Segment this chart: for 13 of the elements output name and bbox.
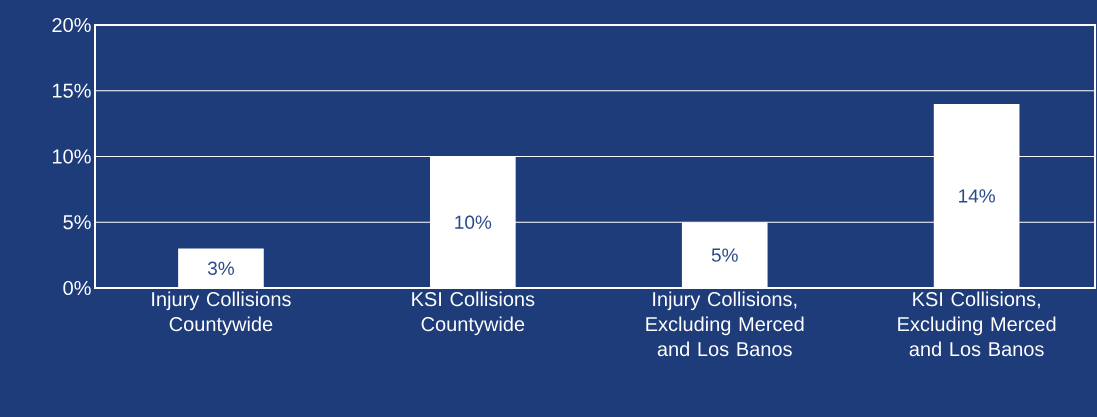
x-tick-label: Injury Collisions Countywide bbox=[152, 291, 291, 336]
y-tick-label: 20% bbox=[52, 17, 91, 33]
y-tick-label: 5% bbox=[63, 215, 91, 230]
x-tick-label: Injury Collisions, Excluding Merced and Los Banos bbox=[646, 291, 804, 357]
data-label: 10% bbox=[455, 215, 492, 229]
x-tick-label: KSI Collisions Countywide bbox=[412, 291, 535, 336]
data-label: 3% bbox=[207, 261, 234, 275]
y-tick-label: 0% bbox=[63, 280, 91, 296]
data-label: 14% bbox=[959, 189, 995, 203]
data-label: 5% bbox=[711, 248, 738, 262]
y-tick-label: 15% bbox=[52, 83, 91, 98]
x-tick-label: KSI Collisions, Excluding Merced and Los Banos bbox=[898, 291, 1056, 357]
y-tick-label: 10% bbox=[52, 149, 91, 164]
